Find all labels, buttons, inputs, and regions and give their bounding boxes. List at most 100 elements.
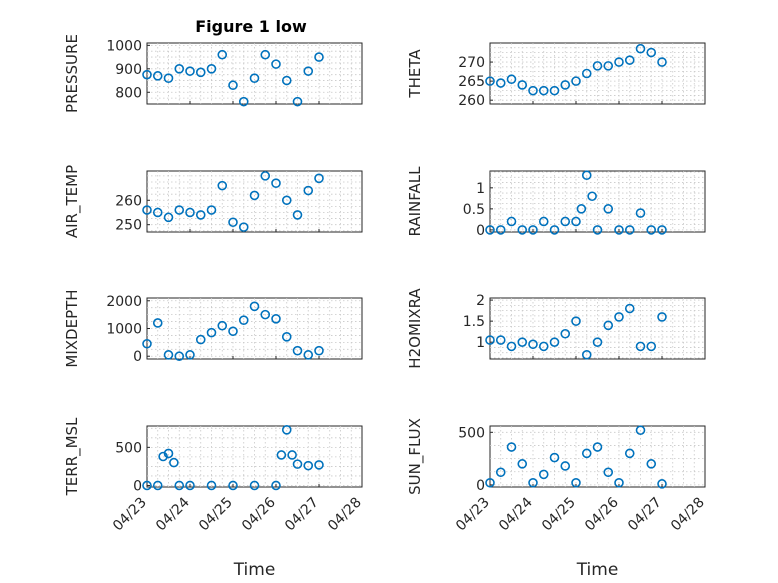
data-point	[581, 170, 592, 181]
data-point	[228, 217, 238, 228]
y-tick-label: 2000	[106, 294, 142, 310]
data-point	[281, 75, 292, 86]
y-axis-label: RAINFALL	[406, 166, 424, 237]
data-point	[485, 335, 495, 345]
data-point	[281, 332, 292, 342]
subplot-rainfall: 0 0.5 1 RAINFALL	[406, 166, 706, 239]
subplot-h2omixra: 1 1.5 2 H2OMIXRA	[406, 288, 706, 369]
data-point	[571, 76, 581, 86]
data-point	[646, 47, 657, 58]
data-point	[260, 309, 271, 320]
data-point	[314, 345, 324, 356]
y-tick-label: 0	[476, 223, 485, 239]
x-tick-label: 04/28	[668, 495, 708, 535]
data-point	[614, 312, 624, 322]
data-point	[485, 76, 495, 86]
data-point	[142, 205, 152, 215]
data-point	[217, 49, 228, 60]
data-point	[228, 480, 238, 491]
x-tick-label: 04/27	[625, 495, 665, 535]
data-point	[635, 208, 646, 218]
data-point	[657, 479, 667, 489]
data-point	[603, 467, 614, 478]
data-point	[314, 52, 324, 62]
data-point	[495, 335, 506, 345]
data-point	[581, 68, 592, 79]
y-tick-label: 260	[115, 193, 142, 209]
data-point	[195, 334, 206, 345]
data-point	[271, 313, 281, 324]
data-point	[635, 43, 646, 54]
data-point	[152, 207, 163, 218]
data-point	[549, 225, 560, 235]
data-point	[495, 225, 506, 235]
y-axis-label: SUN_FLUX	[406, 418, 425, 495]
data-point	[238, 315, 249, 325]
data-point	[603, 61, 614, 71]
plot-area	[146, 170, 363, 233]
data-point	[174, 64, 185, 74]
data-point	[249, 73, 260, 83]
data-point	[528, 339, 538, 350]
data-point	[292, 459, 303, 469]
data-point	[238, 222, 249, 232]
data-point	[603, 320, 614, 331]
plot-area	[146, 297, 363, 360]
data-point	[495, 467, 506, 478]
data-point	[152, 318, 163, 328]
data-point	[528, 225, 538, 235]
data-point	[538, 216, 549, 227]
data-point	[506, 442, 517, 452]
data-point	[206, 480, 217, 491]
y-axis-label: MIXDEPTH	[63, 289, 81, 367]
y-tick-label: 900	[115, 62, 142, 78]
y-axis-label: THETA	[406, 49, 424, 99]
data-point	[217, 180, 228, 191]
x-tick-label: 04/24	[153, 494, 193, 534]
data-point	[292, 345, 303, 356]
subplot-pressure: 800 900 1000 PRESSURE	[63, 34, 363, 113]
data-point	[174, 205, 185, 215]
data-point	[517, 459, 528, 469]
y-tick-label: 0	[476, 478, 485, 494]
y-axis-label: AIR_TEMP	[63, 165, 82, 238]
y-tick-label: 260	[458, 93, 485, 109]
data-point	[549, 337, 560, 347]
data-point	[303, 350, 314, 360]
data-point	[185, 350, 195, 360]
data-point	[163, 212, 174, 223]
data-point	[271, 480, 281, 491]
data-point	[581, 448, 592, 459]
y-tick-label: 1000	[106, 322, 142, 338]
data-point	[571, 477, 581, 488]
x-tick-label: 04/25	[196, 495, 236, 535]
x-axis-label: Time	[233, 560, 276, 580]
data-point	[152, 480, 163, 491]
data-point	[646, 225, 657, 235]
data-point	[281, 425, 292, 435]
subplot-mixdepth: 0 1000 2000 MIXDEPTH	[63, 289, 363, 368]
data-point	[517, 337, 528, 347]
y-tick-label: 1	[476, 181, 485, 197]
data-point	[281, 195, 292, 206]
data-point	[485, 225, 495, 235]
data-point	[195, 67, 206, 78]
data-point	[538, 341, 549, 352]
data-point	[581, 349, 592, 360]
x-tick-label: 04/23	[453, 495, 493, 535]
data-point	[152, 71, 163, 81]
data-point	[142, 69, 152, 80]
data-point	[635, 341, 646, 352]
data-point	[506, 216, 517, 227]
y-tick-label: 1	[476, 335, 485, 351]
y-tick-label: 250	[115, 218, 142, 234]
data-point	[303, 66, 314, 76]
data-point	[287, 450, 297, 460]
data-point	[260, 171, 271, 181]
y-tick-label: 500	[458, 425, 485, 441]
data-point	[249, 301, 260, 312]
plot-area	[489, 42, 706, 105]
data-point	[624, 55, 635, 65]
x-tick-label: 04/27	[282, 495, 322, 535]
